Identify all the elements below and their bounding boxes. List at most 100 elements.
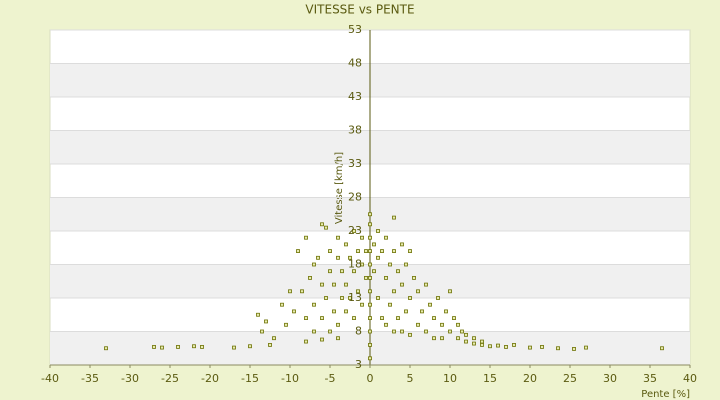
point [584,345,588,350]
point [372,242,376,247]
point [344,309,348,314]
point [232,345,236,350]
point [376,255,380,260]
point [472,336,476,341]
point [392,289,396,294]
point [336,322,340,327]
point [320,282,324,287]
point [504,345,508,349]
y-tick-label: 38 [348,124,362,137]
point [368,316,372,321]
point [348,296,352,300]
point [392,249,396,254]
point [572,347,576,351]
point [324,225,328,230]
point [376,296,380,300]
point [368,302,372,307]
point [352,316,356,321]
x-tick-label: -30 [121,372,139,385]
point [540,345,544,349]
x-tick-label: -35 [81,372,99,385]
x-tick-label: 40 [683,372,697,385]
point [556,346,560,351]
point [296,249,300,254]
point [332,309,336,314]
point [200,345,204,349]
point [352,269,356,274]
point [304,339,308,344]
point [368,289,372,294]
point [400,329,404,334]
x-tick-label: 0 [367,372,374,385]
point [380,249,384,254]
point [104,346,108,351]
point [464,339,468,344]
point [336,255,340,260]
point [368,275,372,280]
point [412,275,416,280]
y-tick-label: 13 [348,291,362,304]
point [328,249,332,254]
point [308,275,312,280]
point [460,329,464,334]
point [320,337,324,342]
point [488,344,492,349]
x-tick-label: 15 [483,372,497,385]
point [424,282,428,287]
point [436,296,440,300]
point [324,296,328,300]
x-tick-label: -25 [161,372,179,385]
point [320,316,324,321]
point [260,329,264,334]
point [360,235,364,240]
point [400,242,404,247]
point [456,336,460,341]
point [360,262,364,267]
point [348,255,352,260]
point [380,316,384,321]
point [440,322,444,327]
point [248,344,252,349]
point [444,309,448,314]
point [340,296,344,300]
point [528,345,532,350]
point [368,342,372,347]
point [280,302,284,307]
point [368,249,372,254]
x-tick-label: -5 [325,372,336,385]
point [328,269,332,274]
y-tick-label: 53 [348,23,362,36]
x-tick-label: 10 [443,372,457,385]
point [660,346,664,351]
point [440,336,444,341]
point [316,255,320,260]
point [480,342,484,347]
x-tick-label: 30 [603,372,617,385]
point [388,262,392,267]
point [344,242,348,247]
point [472,341,476,346]
point [284,322,288,327]
x-tick-label: 25 [563,372,577,385]
y-tick-label: 8 [355,325,362,338]
point [404,262,408,267]
point [420,309,424,314]
point [368,222,372,227]
point [372,269,376,274]
point [452,316,456,321]
point [364,275,368,280]
point [432,336,436,341]
x-tick-label: -20 [201,372,219,385]
point [364,249,368,254]
point [368,235,372,240]
point [264,319,268,324]
y-tick-label: 3 [355,358,362,371]
point [368,212,372,217]
point [416,322,420,327]
point [344,282,348,287]
x-axis-label: Pente [%] [641,389,690,400]
point [416,289,420,294]
point [352,229,356,233]
point [304,235,308,240]
